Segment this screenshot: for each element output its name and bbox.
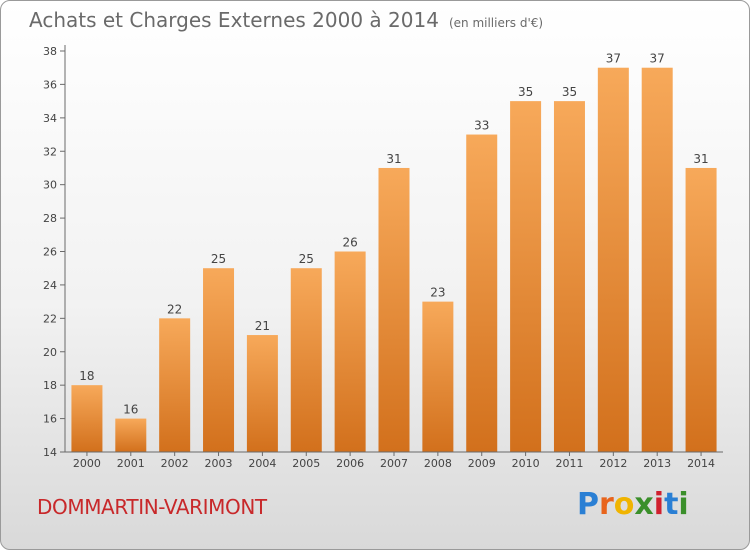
x-tick-label: 2002 [161,457,189,470]
y-axis: 14 16 18 20 22 24 26 28 30 32 34 36 38 [43,45,66,459]
x-tick-label: 2001 [117,457,145,470]
x-tick-label: 2009 [468,457,496,470]
x-tick-label: 2011 [555,457,583,470]
bar-value-label: 26 [342,236,357,250]
bar-value-label: 25 [211,252,226,266]
bar-value-label: 23 [430,286,445,300]
bar-value-label: 31 [693,152,708,166]
y-tick-label: 28 [43,212,57,225]
bar-value-label: 16 [123,403,138,417]
title-text: Achats et Charges Externes 2000 à 2014 [29,8,439,32]
y-tick-label: 22 [43,312,57,325]
y-tick-label: 14 [43,446,57,459]
bar-2002 [159,318,191,452]
bar-2007 [378,167,410,453]
x-tick-label: 2010 [512,457,540,470]
y-tick-label: 20 [43,346,57,359]
x-axis: 2000 2001 2002 2003 2004 2005 2006 2007 2008 2009… [65,451,723,470]
x-tick-label: 2007 [380,457,408,470]
bar-value-label: 22 [167,302,182,316]
x-tick-label: 2006 [336,457,364,470]
x-tick-label: 2008 [424,457,452,470]
x-tick-label: 2003 [205,457,233,470]
y-tick-label: 18 [43,379,57,392]
bar-2003 [203,268,235,452]
bars: 18 16 22 25 21 25 26 31 23 33 35 35 37 37 31 [71,52,717,453]
y-tick-label: 38 [43,45,57,58]
y-tick-label: 34 [43,112,57,125]
bar-2001 [115,418,147,452]
logo-letter: o [613,487,635,522]
bar-2014 [685,167,717,453]
bar-2009 [466,134,498,452]
x-tick-label: 2013 [643,457,671,470]
y-tick-label: 16 [43,413,57,426]
x-tick-label: 2005 [292,457,320,470]
y-tick-label: 26 [43,246,57,259]
logo-letter: i [678,487,689,522]
commune-name: DOMMARTIN-VARIMONT [37,495,267,519]
bar-2011 [553,101,585,452]
bar-value-label: 21 [255,319,270,333]
bar-2008 [422,301,454,452]
y-tick-label: 30 [43,179,57,192]
x-tick-label: 2000 [73,457,101,470]
bar-2005 [290,268,322,452]
bar-value-label: 37 [650,52,665,66]
bar-value-label: 33 [474,119,489,133]
y-tick-label: 24 [43,279,57,292]
logo-letter: t [664,487,679,522]
bar-value-label: 37 [606,52,621,66]
y-tick-label: 36 [43,78,57,91]
logo-letter: i [653,487,665,522]
bar-value-label: 18 [79,369,94,383]
bar-2012 [597,67,629,452]
logo-letter: P [577,487,599,522]
logo-letter: x [634,487,654,522]
x-tick-label: 2004 [248,457,276,470]
bar-value-label: 25 [299,252,314,266]
logo-letter: r [599,487,614,522]
y-tick-label: 32 [43,145,57,158]
bar-2004 [246,335,278,452]
bar-2010 [510,101,542,452]
bar-2006 [334,251,366,452]
x-tick-label: 2012 [599,457,627,470]
chart-title: Achats et Charges Externes 2000 à 2014 (e… [29,8,543,32]
bar-value-label: 35 [518,85,533,99]
bar-2000 [71,385,103,452]
proxiti-logo: Proxiti [577,487,689,522]
bar-value-label: 31 [386,152,401,166]
bar-2013 [641,67,673,452]
x-tick-label: 2014 [687,457,715,470]
bar-value-label: 35 [562,85,577,99]
title-unit: (en milliers d'€) [448,16,544,30]
